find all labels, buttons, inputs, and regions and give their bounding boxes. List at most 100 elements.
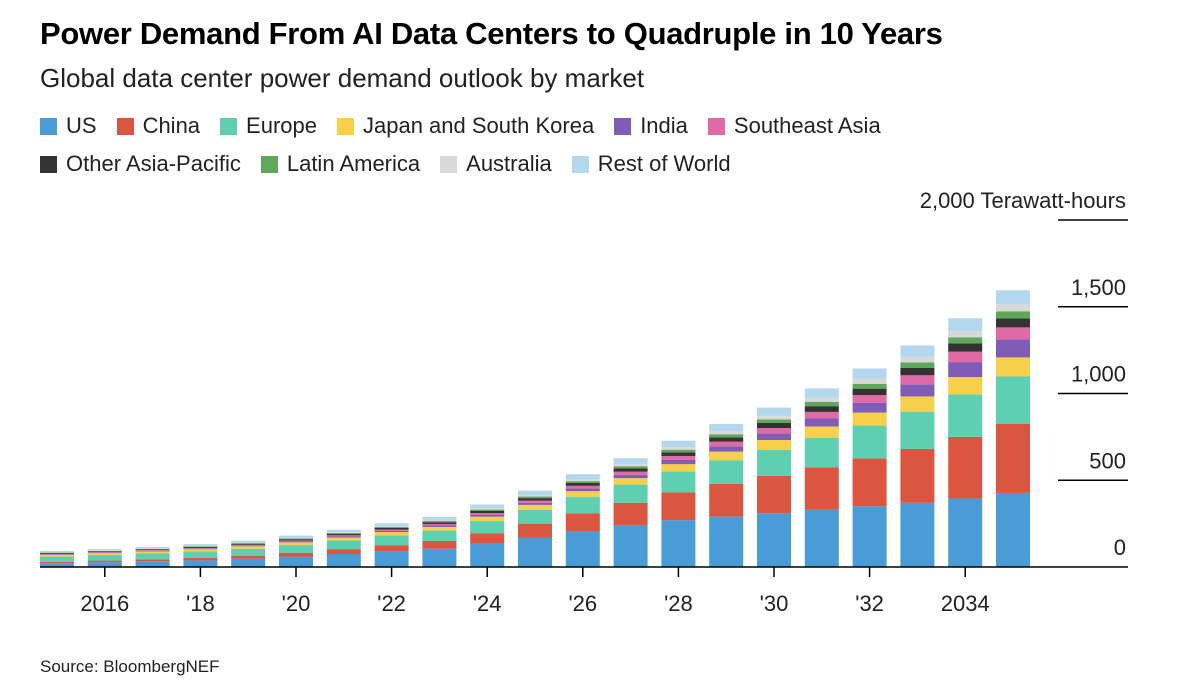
bar-segment (279, 556, 313, 567)
bar-segment (231, 545, 266, 547)
bar-segment (374, 526, 409, 527)
legend-item: Latin America (260, 151, 421, 176)
bar-segment (374, 527, 409, 530)
bar-segment (900, 502, 935, 567)
legend-label: Southeast Asia (733, 113, 881, 138)
legend-item: Japan and South Korea (337, 113, 594, 138)
legend-swatch (707, 117, 725, 135)
bar-segment (422, 523, 457, 526)
bar-segment (900, 356, 935, 363)
bar-segment (565, 481, 600, 484)
bar-segment (87, 562, 122, 567)
bar-segment (87, 560, 122, 563)
legend-item: US (40, 113, 97, 138)
bar-segment (470, 504, 505, 509)
legend-swatch (571, 155, 589, 173)
bar-segment (852, 402, 887, 413)
legend-label: Latin America (286, 151, 421, 176)
bar-segment (948, 362, 983, 378)
legend-item: Australia (440, 151, 552, 176)
bar-segment (135, 551, 170, 554)
bar-segment (374, 532, 409, 536)
bar-segment (804, 411, 839, 419)
bar-segment (565, 479, 600, 482)
x-tick-label: '28 (664, 591, 693, 616)
bar-segment (757, 513, 791, 567)
bar-segment (135, 546, 170, 549)
bar-segment (470, 510, 505, 514)
bar-segment (757, 415, 791, 420)
bar-segment (422, 525, 457, 527)
legend-swatch (40, 117, 57, 135)
bar-segment (661, 452, 696, 456)
bar-segment (804, 467, 839, 510)
legend-label: China (142, 113, 201, 138)
bar-segment (518, 509, 552, 524)
bar-segment (804, 402, 839, 407)
x-tick-label: '22 (377, 591, 406, 616)
bar-segment (948, 377, 983, 395)
bar-segment (518, 502, 552, 505)
bar-segment (852, 388, 887, 396)
bar-segment (326, 529, 361, 533)
bar-segment (900, 375, 935, 385)
bar-segment (231, 542, 266, 544)
bar-segment (709, 424, 744, 432)
y-tick-label: 500 (1089, 448, 1126, 473)
bar-segment (613, 458, 648, 465)
bar-segment (613, 466, 648, 469)
bar-segment (613, 471, 648, 475)
bar-segment (470, 543, 505, 567)
legend-item: China (116, 113, 201, 138)
bar-segment (40, 561, 74, 564)
bar-segment (279, 541, 313, 543)
bar-segment (565, 513, 600, 532)
bar-segment (87, 550, 122, 551)
bar-segment (709, 441, 744, 447)
bar-segment (374, 535, 409, 546)
bar-segment (565, 531, 600, 567)
bar-segment (40, 553, 74, 555)
bar-segment (422, 540, 457, 549)
bar-segment (852, 395, 887, 403)
x-tick-label: '32 (855, 591, 884, 616)
bar-segment (518, 495, 552, 497)
bar-segment (374, 551, 409, 567)
bar-segment (183, 546, 218, 548)
legend-item: Rest of World (571, 151, 731, 176)
bar-segment (326, 535, 361, 537)
source-note: Source: BloombergNEF (40, 657, 220, 676)
bar-segment (40, 552, 74, 553)
bar-segment (709, 437, 744, 442)
bar-segment (470, 533, 505, 544)
bar-segment (87, 552, 122, 553)
bar-segment (135, 553, 170, 560)
bar-segment (231, 543, 266, 545)
bar-segment (996, 339, 1030, 358)
bar-segment (996, 304, 1030, 312)
bar-segment (804, 509, 839, 567)
bar-segment (565, 483, 600, 486)
bar-segment (852, 506, 887, 567)
bar-segment (279, 539, 313, 541)
bar-segment (565, 474, 600, 480)
bar-segment (470, 516, 505, 522)
x-tick-label: '26 (568, 591, 597, 616)
bar-segment (518, 498, 552, 501)
bar-segment (757, 428, 791, 434)
bar-segment (900, 362, 935, 368)
bar-segment (374, 526, 409, 528)
bar-segment (518, 490, 552, 496)
bar-segment (996, 311, 1030, 319)
bar-segment (613, 468, 648, 472)
bar-segment (804, 426, 839, 438)
bar-segment (661, 459, 696, 465)
bar-segment (804, 418, 839, 427)
bar-segment (470, 508, 505, 510)
bar-segment (87, 553, 122, 556)
bar-segment (757, 433, 791, 440)
bar-segment (757, 422, 791, 429)
bar-segment (135, 561, 170, 567)
bar-segment (852, 378, 887, 384)
y-tick-label: 1,000 (1071, 362, 1126, 387)
